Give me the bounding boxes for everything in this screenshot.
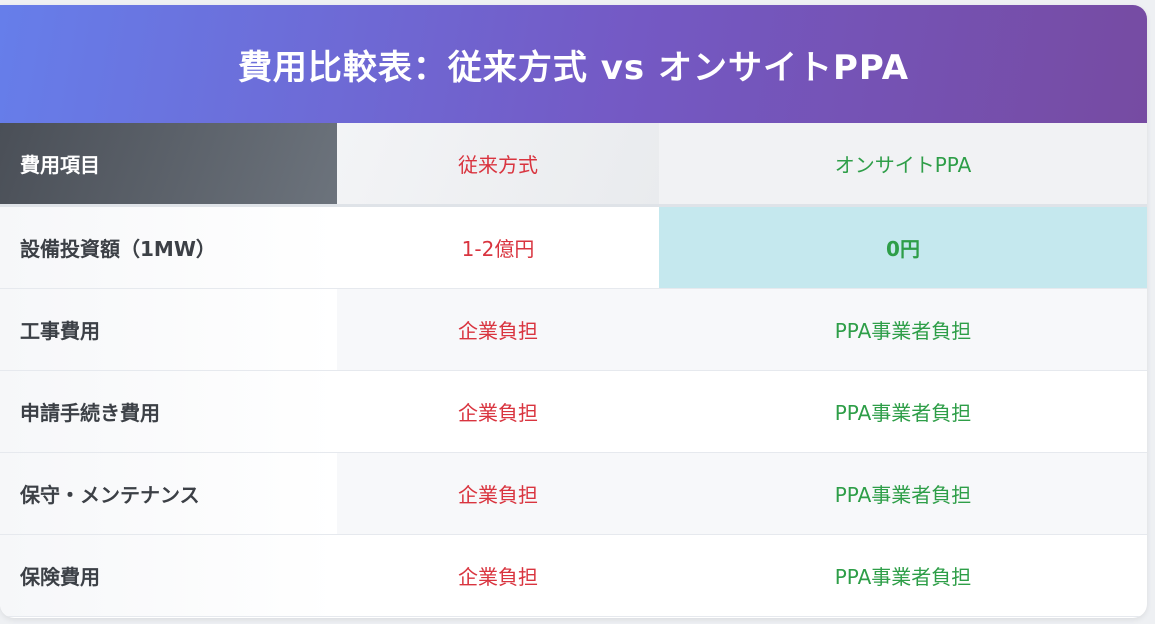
row-ppa: PPA事業者負担 xyxy=(659,535,1147,617)
comparison-card: 費用比較表：従来方式 vs オンサイトPPA 費用項目 従来方式 オンサイトPP… xyxy=(0,5,1147,618)
page-title: 費用比較表：従来方式 vs オンサイトPPA xyxy=(237,47,910,88)
title-bar: 費用比較表：従来方式 vs オンサイトPPA xyxy=(0,5,1147,123)
row-conventional: 企業負担 xyxy=(337,289,659,371)
row-label: 保険費用 xyxy=(0,535,337,617)
header-ppa: オンサイトPPA xyxy=(659,123,1147,207)
row-conventional: 企業負担 xyxy=(337,453,659,535)
row-ppa: PPA事業者負担 xyxy=(659,289,1147,371)
row-conventional: 企業負担 xyxy=(337,371,659,453)
comparison-table: 費用項目 従来方式 オンサイトPPA 設備投資額（1MW） 1-2億円 0円 工… xyxy=(0,123,1147,617)
header-conventional: 従来方式 xyxy=(337,123,659,207)
row-label: 保守・メンテナンス xyxy=(0,453,337,535)
row-conventional: 1-2億円 xyxy=(337,207,659,289)
row-conventional: 企業負担 xyxy=(337,535,659,617)
row-label: 工事費用 xyxy=(0,289,337,371)
row-label: 設備投資額（1MW） xyxy=(0,207,337,289)
row-label: 申請手続き費用 xyxy=(0,371,337,453)
row-ppa: PPA事業者負担 xyxy=(659,453,1147,535)
header-item: 費用項目 xyxy=(0,123,337,207)
row-ppa: PPA事業者負担 xyxy=(659,371,1147,453)
row-ppa: 0円 xyxy=(659,207,1147,289)
